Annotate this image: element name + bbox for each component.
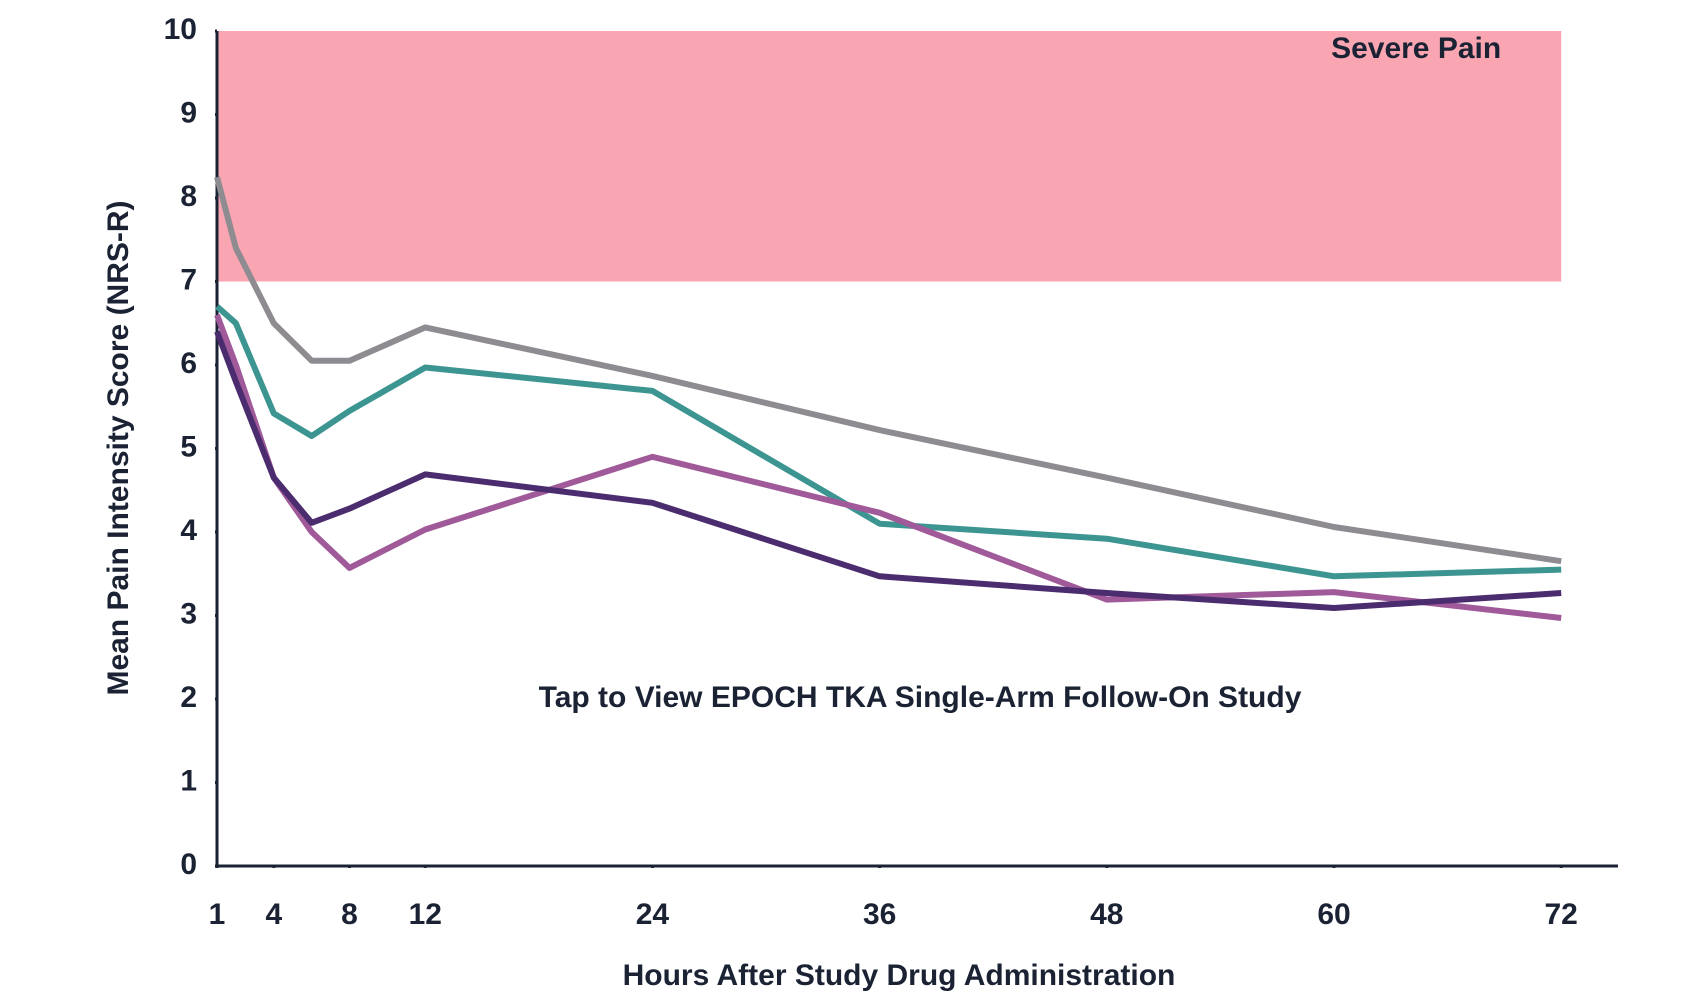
y-tick-label: 2 bbox=[180, 681, 197, 714]
y-tick-label: 9 bbox=[180, 96, 197, 129]
y-axis-label: Mean Pain Intensity Score (NRS-R) bbox=[102, 200, 135, 695]
y-tick-label: 3 bbox=[180, 597, 197, 630]
y-tick-label: 8 bbox=[180, 180, 197, 213]
x-tick-label: 24 bbox=[636, 898, 670, 931]
x-tick-label: 48 bbox=[1090, 898, 1123, 931]
severe-band bbox=[217, 31, 1562, 282]
study-link[interactable]: Tap to View EPOCH TKA Single-Arm Follow-… bbox=[539, 681, 1302, 714]
band-label: Severe Pain bbox=[1331, 32, 1501, 65]
x-tick-label: 12 bbox=[409, 898, 442, 931]
series-line bbox=[215, 304, 1562, 580]
x-tick-label: 36 bbox=[863, 898, 896, 931]
y-tick-label: 6 bbox=[180, 347, 197, 380]
x-tick-label: 1 bbox=[209, 898, 226, 931]
y-tick-label: 4 bbox=[180, 514, 197, 547]
x-tick-label: 8 bbox=[341, 898, 358, 931]
y-tick-label: 1 bbox=[180, 764, 197, 797]
y-tick-label: 10 bbox=[164, 13, 197, 46]
y-tick-label: 5 bbox=[180, 430, 197, 463]
x-axis-label: Hours After Study Drug Administration bbox=[623, 959, 1176, 992]
y-tick-label: 0 bbox=[180, 848, 197, 881]
series-line bbox=[214, 330, 1562, 611]
x-tick-label: 60 bbox=[1317, 898, 1350, 931]
series-line bbox=[214, 176, 1562, 565]
x-tick-label: 4 bbox=[265, 898, 282, 931]
series-line bbox=[214, 313, 1562, 621]
x-tick-label: 72 bbox=[1545, 898, 1578, 931]
y-tick-label: 7 bbox=[180, 263, 197, 296]
